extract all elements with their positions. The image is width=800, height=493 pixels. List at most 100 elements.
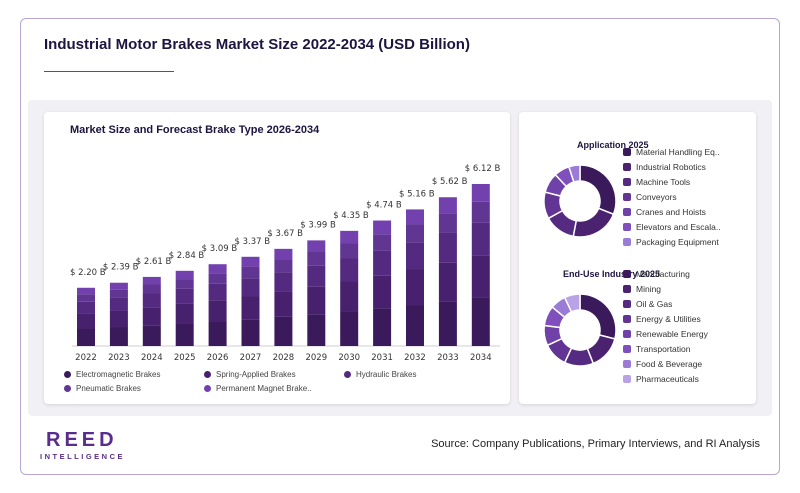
legend-item-3: Hydraulic Brakes (344, 370, 416, 379)
legend-label: Manufacturing (636, 268, 690, 279)
legend-swatch (64, 371, 71, 378)
donut-slice-2-8 (563, 293, 581, 313)
bar-segment-2030-2 (340, 281, 359, 312)
legend-label: Transportation (636, 343, 691, 354)
legend-swatch (623, 237, 631, 246)
bar-segment-2024-4 (142, 284, 161, 294)
donut-legend-end-use: Manufacturing Mining Oil & Gas Energy & Uti… (623, 266, 708, 386)
legend-label: Food & Beverage (636, 358, 703, 369)
legend-swatch (623, 222, 631, 231)
legend-label: Material Handling Eq.. (636, 146, 720, 157)
bar-segment-2033-2 (438, 262, 457, 302)
source-note: Source: Company Publications, Primary In… (431, 438, 760, 450)
legend-label: Pneumatic Brakes (76, 384, 141, 393)
bar-segment-2024-3 (142, 293, 161, 308)
bar-segment-2032-4 (406, 224, 424, 243)
bar-segment-2027-4 (241, 266, 260, 279)
bar-segment-2029-5 (307, 240, 326, 253)
logo: REED (46, 429, 118, 451)
legend-label: Mining (636, 283, 662, 294)
donut-charts-card: Application 2025 Material Handling Eq.. I… (519, 112, 756, 404)
legend-swatch (623, 299, 631, 308)
donut-legend-item: Packaging Equipment (623, 234, 721, 249)
bar-segment-2030-4 (340, 243, 359, 259)
data-label-2031: $ 4.74 B (366, 201, 402, 211)
legend-label: Pharmaceuticals (636, 373, 699, 384)
bar-segment-2023-1 (109, 327, 128, 346)
bar-segment-2023-3 (109, 297, 128, 311)
legend-swatch (623, 359, 631, 368)
data-label-2033: $ 5.62 B (432, 177, 468, 187)
x-tick-2026: 2026 (207, 353, 229, 362)
x-tick-2025: 2025 (174, 353, 196, 362)
bar-segment-2033-1 (438, 301, 457, 346)
legend-item-1: Electromagnetic Brakes (64, 370, 160, 379)
data-label-2030: $ 4.35 B (333, 211, 369, 221)
bar-segment-2033-3 (438, 232, 457, 263)
data-label-2024: $ 2.61 B (136, 257, 172, 267)
legend-swatch (623, 344, 631, 353)
bar-segment-2025-4 (175, 279, 194, 289)
bar-segment-2023-2 (109, 310, 128, 328)
bar-segment-2022-1 (77, 328, 95, 346)
bar-segment-2034-4 (471, 201, 490, 223)
data-label-2032: $ 5.16 B (399, 189, 435, 199)
donut-legend-item: Pharmaceuticals (623, 371, 708, 386)
donut-legend-item: Manufacturing (623, 266, 708, 281)
bar-segment-2027-5 (241, 256, 260, 267)
x-tick-2023: 2023 (108, 353, 130, 362)
data-label-2034: $ 6.12 B (465, 164, 501, 174)
logo-subtitle: INTELLIGENCE (40, 452, 126, 461)
x-tick-2031: 2031 (371, 353, 393, 362)
x-tick-2034: 2034 (470, 353, 492, 362)
bar-segment-2033-5 (438, 197, 457, 214)
data-label-2028: $ 3.67 B (267, 229, 303, 239)
bar-segment-2023-5 (109, 282, 128, 290)
bar-segment-2026-5 (208, 264, 227, 274)
donut-legend-item: Transportation (623, 341, 708, 356)
bar-segment-2022-2 (77, 313, 95, 329)
page-title: Industrial Motor Brakes Market Size 2022… (44, 36, 470, 53)
bar-segment-2031-4 (373, 234, 392, 251)
legend-item-5: Permanent Magnet Brake.. (204, 384, 312, 393)
data-label-2023: $ 2.39 B (103, 263, 139, 273)
bar-segment-2031-2 (373, 275, 392, 309)
bar-segment-2022-3 (77, 301, 95, 314)
legend-swatch (623, 314, 631, 323)
legend-label: Elevators and Escala.. (636, 221, 721, 232)
legend-swatch (204, 385, 211, 392)
bar-segment-2030-5 (340, 230, 359, 244)
bar-segment-2031-3 (373, 250, 392, 276)
legend-label: Packaging Equipment (636, 236, 719, 247)
bar-segment-2028-5 (274, 248, 293, 260)
donut-charts (543, 164, 617, 367)
donut-slice-1-2 (572, 207, 615, 238)
legend-label: Spring-Applied Brakes (216, 370, 296, 379)
x-tick-2030: 2030 (338, 353, 360, 362)
legend-label: Conveyors (636, 191, 677, 202)
legend-label: Cranes and Hoists (636, 206, 706, 217)
donut-legend-item: Cranes and Hoists (623, 204, 721, 219)
title-underline (44, 71, 174, 72)
bar-chart-card: Market Size and Forecast Brake Type 2026… (44, 112, 510, 404)
bar-segment-2032-5 (406, 209, 424, 225)
bar-chart: $ 2.20 B 2022 $ 2.39 B 2023 $ 2.61 B 2024 $ 2.… (70, 164, 501, 362)
bar-segment-2026-3 (208, 283, 227, 301)
bar-segment-2024-2 (142, 307, 161, 326)
donut-legend-item: Energy & Utilities (623, 311, 708, 326)
legend-swatch (623, 284, 631, 293)
legend-swatch (623, 192, 631, 201)
x-tick-2022: 2022 (75, 353, 97, 362)
bar-segment-2026-2 (208, 300, 227, 322)
legend-swatch (64, 385, 71, 392)
legend-label: Machine Tools (636, 176, 691, 187)
bar-segment-2030-1 (340, 311, 359, 346)
bar-segment-2034-5 (471, 184, 490, 202)
data-label-2027: $ 3.37 B (235, 237, 271, 247)
legend-label: Renewable Energy (636, 328, 708, 339)
bar-segment-2028-1 (274, 316, 293, 346)
bar-segment-2032-1 (406, 305, 424, 346)
bar-segment-2025-5 (175, 270, 194, 280)
donut-legend-item: Material Handling Eq.. (623, 144, 721, 159)
bar-segment-2026-1 (208, 321, 227, 346)
